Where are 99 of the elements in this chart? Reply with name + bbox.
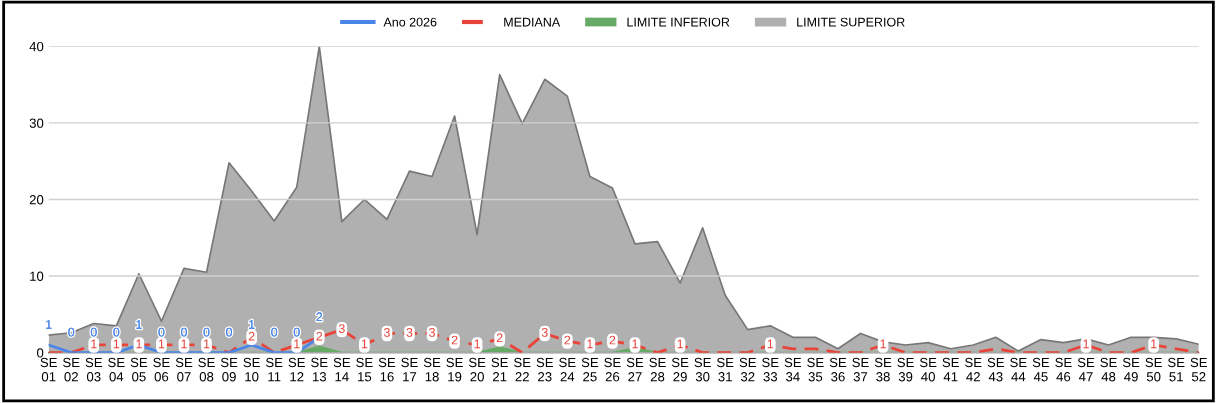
x-tick-label: SE 31 xyxy=(716,357,734,382)
data-label: 2 xyxy=(496,333,503,343)
x-tick-label: SE 27 xyxy=(626,357,644,382)
x-tick-label: SE 05 xyxy=(130,357,148,382)
x-tick-label: SE 18 xyxy=(423,357,441,382)
data-label: 2 xyxy=(316,312,323,322)
data-label: 1 xyxy=(46,320,52,329)
data-label: 3 xyxy=(383,327,390,337)
data-label: 1 xyxy=(767,339,774,349)
data-label: 2 xyxy=(451,335,458,345)
y-tick-label: 30 xyxy=(29,118,44,128)
legend-label: LIMITE SUPERIOR xyxy=(797,17,905,27)
data-label: 3 xyxy=(541,327,548,337)
x-tick-label: SE 17 xyxy=(401,357,418,382)
x-tick-label: SE 01 xyxy=(40,357,57,382)
x-tick-label: SE 47 xyxy=(1077,357,1095,382)
data-label: 0 xyxy=(158,327,165,337)
x-tick-label: SE 20 xyxy=(468,357,486,382)
y-tick-label: 20 xyxy=(29,195,44,205)
x-tick-label: SE 06 xyxy=(153,357,170,382)
x-tick-label: SE 23 xyxy=(536,357,554,382)
legend-label: MEDIANA xyxy=(504,17,561,27)
data-label: 0 xyxy=(203,327,210,337)
x-tick-label: SE 39 xyxy=(897,357,914,382)
x-tick-label: SE 28 xyxy=(649,357,666,382)
y-tick-label: 10 xyxy=(30,271,44,281)
data-label: 0 xyxy=(180,327,187,337)
legend-label: Ano 2026 xyxy=(383,17,437,27)
data-label: 0 xyxy=(113,327,120,337)
data-label: 0 xyxy=(90,327,97,337)
x-tick-label: SE 44 xyxy=(1010,357,1027,382)
data-label: 1 xyxy=(91,339,97,349)
x-tick-label: SE 30 xyxy=(694,357,711,382)
x-tick-label: SE 33 xyxy=(762,357,779,382)
x-tick-label: SE 07 xyxy=(175,357,193,382)
x-tick-label: SE 14 xyxy=(333,357,351,382)
data-label: 1 xyxy=(204,339,210,349)
x-tick-label: SE 26 xyxy=(604,357,621,382)
x-tick-label: SE 32 xyxy=(739,357,756,382)
data-label: 0 xyxy=(226,327,233,337)
data-label: 1 xyxy=(294,339,300,349)
x-tick-label: SE 16 xyxy=(378,357,396,382)
data-label: 1 xyxy=(158,339,165,349)
x-tick-label: SE 45 xyxy=(1032,357,1050,382)
x-tick-label: SE 15 xyxy=(356,357,373,382)
x-tick-label: SE 42 xyxy=(965,357,982,382)
x-tick-label: SE 03 xyxy=(85,357,103,382)
x-tick-label: SE 25 xyxy=(581,357,599,382)
x-tick-label: SE 43 xyxy=(987,357,1005,382)
x-tick-label: SE 13 xyxy=(311,357,328,382)
x-tick-label: SE 21 xyxy=(491,357,508,382)
data-label: 3 xyxy=(338,324,345,334)
x-tick-label: SE 08 xyxy=(198,357,215,382)
x-tick-label: SE 48 xyxy=(1100,357,1117,382)
x-tick-label: SE 12 xyxy=(288,357,305,382)
x-tick-label: SE 24 xyxy=(559,357,576,382)
y-tick-label: 40 xyxy=(29,41,44,52)
data-label: 1 xyxy=(632,339,638,349)
x-tick-label: SE 36 xyxy=(829,357,847,382)
data-label: 2 xyxy=(564,335,571,345)
legend-label: LIMITE INFERIOR xyxy=(627,17,730,27)
x-tick-label: SE 22 xyxy=(514,357,531,382)
data-label: 1 xyxy=(880,339,886,349)
x-tick-label: SE 40 xyxy=(919,357,937,382)
data-label: 0 xyxy=(293,327,300,337)
x-tick-label: SE 09 xyxy=(220,357,238,382)
x-tick-label: SE 49 xyxy=(1122,357,1140,382)
data-label: 2 xyxy=(248,331,255,341)
data-label: 1 xyxy=(361,339,368,349)
x-tick-label: SE 37 xyxy=(852,357,869,382)
x-tick-label: SE 29 xyxy=(671,357,689,382)
data-label: 1 xyxy=(113,339,120,349)
data-label: 1 xyxy=(181,339,187,349)
x-tick-label: SE 35 xyxy=(807,357,824,382)
x-tick-label: SE 38 xyxy=(874,357,892,382)
data-label: 1 xyxy=(677,339,683,349)
x-tick-label: SE 11 xyxy=(265,357,283,382)
data-label: 1 xyxy=(136,339,142,349)
data-label: 1 xyxy=(136,320,142,329)
data-label: 2 xyxy=(609,335,616,345)
x-tick-label: SE 04 xyxy=(108,357,125,382)
data-label: 1 xyxy=(474,339,480,349)
x-tick-label: SE 52 xyxy=(1190,357,1207,382)
x-tick-label: SE 02 xyxy=(63,357,80,382)
data-label: 3 xyxy=(406,327,413,337)
data-label: 3 xyxy=(429,327,435,337)
data-label: 1 xyxy=(1151,339,1157,349)
x-tick-label: SE 46 xyxy=(1055,357,1072,382)
y-tick-label: 0 xyxy=(37,348,44,358)
data-label: 1 xyxy=(587,339,593,349)
x-tick-label: SE 51 xyxy=(1167,357,1185,382)
data-label: 0 xyxy=(271,327,278,337)
data-label: 1 xyxy=(249,320,255,329)
x-tick-label: SE 34 xyxy=(784,357,802,382)
data-label: 1 xyxy=(1083,339,1089,349)
x-tick-label: SE 41 xyxy=(942,357,959,382)
x-tick-label: SE 19 xyxy=(446,357,463,382)
x-tick-label: SE 50 xyxy=(1145,357,1162,382)
x-tick-label: SE 10 xyxy=(243,357,260,382)
